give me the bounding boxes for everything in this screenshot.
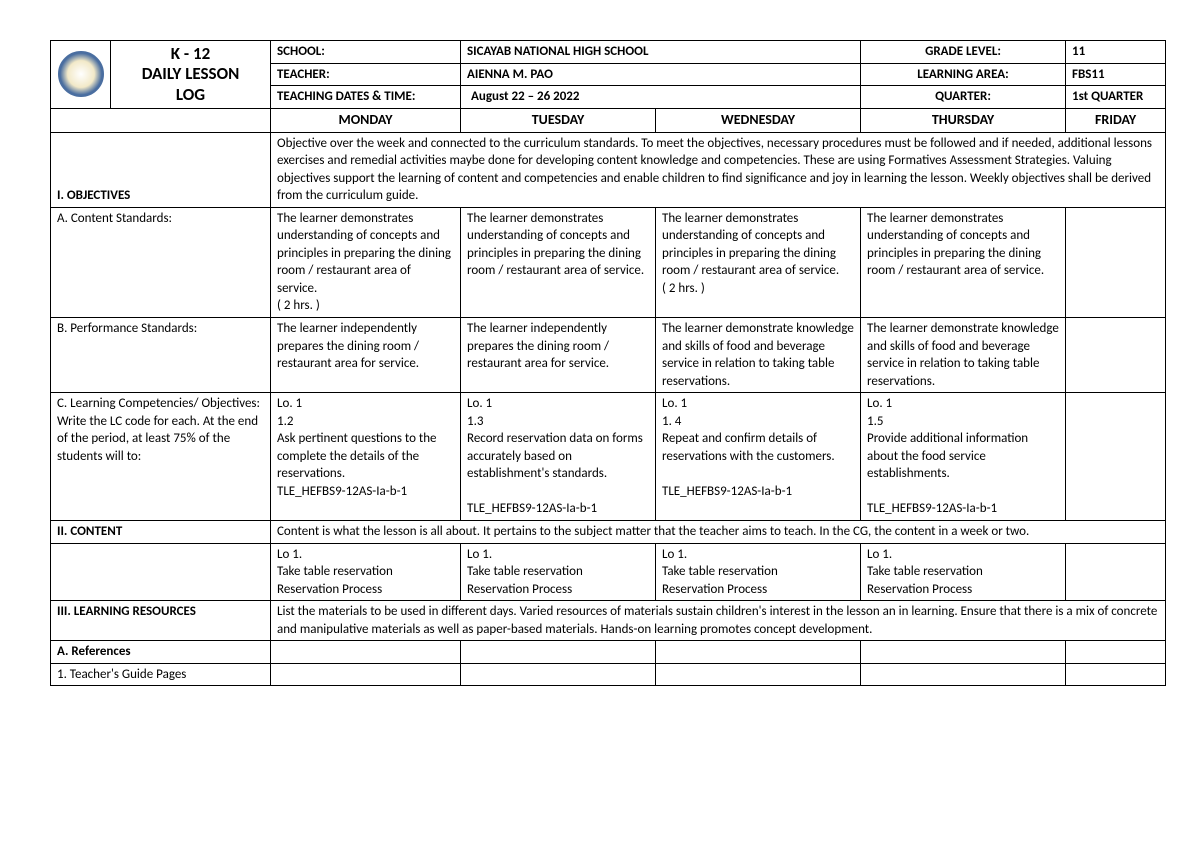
day-wednesday: WEDNESDAY — [656, 108, 861, 132]
tg-thu — [861, 663, 1066, 686]
school-label: SCHOOL: — [271, 41, 461, 64]
teacher-label: TEACHER: — [271, 63, 461, 86]
teacher-value: AIENNA M. PAO — [461, 63, 861, 86]
content-row-label — [51, 543, 271, 601]
lc-thu: Lo. 1 1.5 Provide additional information… — [861, 393, 1066, 521]
school-value: SICAYAB NATIONAL HIGH SCHOOL — [461, 41, 861, 64]
ref-tue — [461, 641, 656, 664]
content-tue: Lo 1. Take table reservation Reservation… — [461, 543, 656, 601]
content-standards-label: A. Content Standards: — [51, 207, 271, 317]
tg-mon — [271, 663, 461, 686]
tg-wed — [656, 663, 861, 686]
day-friday: FRIDAY — [1066, 108, 1166, 132]
lc-tue: Lo. 1 1.3 Record reservation data on for… — [461, 393, 656, 521]
day-thursday: THURSDAY — [861, 108, 1066, 132]
dates-label: TEACHING DATES & TIME: — [271, 86, 461, 109]
cs-fri — [1066, 207, 1166, 317]
grade-label: GRADE LEVEL: — [861, 41, 1066, 64]
blank-day-corner — [51, 108, 271, 132]
ps-thu: The learner demonstrate knowledge and sk… — [861, 318, 1066, 393]
ref-wed — [656, 641, 861, 664]
logo-cell — [51, 41, 111, 109]
ps-wed: The learner demonstrate knowledge and sk… — [656, 318, 861, 393]
content-mon: Lo 1. Take table reservation Reservation… — [271, 543, 461, 601]
objectives-label: I. OBJECTIVES — [51, 132, 271, 207]
tg-tue — [461, 663, 656, 686]
ps-tue: The learner independently prepares the d… — [461, 318, 656, 393]
resources-intro: List the materials to be used in differe… — [271, 601, 1166, 641]
cs-tue: The learner demonstrates understanding o… — [461, 207, 656, 317]
teachers-guide-label: 1. Teacher's Guide Pages — [51, 663, 271, 686]
content-wed: Lo 1. Take table reservation Reservation… — [656, 543, 861, 601]
objectives-intro: Objective over the week and connected to… — [271, 132, 1166, 207]
content-thu: Lo 1. Take table reservation Reservation… — [861, 543, 1066, 601]
lesson-log-table: K - 12 DAILY LESSON LOG SCHOOL: SICAYAB … — [50, 40, 1166, 686]
lc-wed: Lo. 1 1. 4 Repeat and confirm details of… — [656, 393, 861, 521]
performance-standards-label: B. Performance Standards: — [51, 318, 271, 393]
dates-value: August 22 – 26 2022 — [461, 86, 861, 109]
ref-mon — [271, 641, 461, 664]
doc-title: K - 12 DAILY LESSON LOG — [111, 41, 271, 109]
grade-value: 11 — [1066, 41, 1166, 64]
area-label: LEARNING AREA: — [861, 63, 1066, 86]
content-label: II. CONTENT — [51, 521, 271, 544]
learning-competencies-label: C. Learning Competencies/ Objectives: Wr… — [51, 393, 271, 521]
cs-mon: The learner demonstrates understanding o… — [271, 207, 461, 317]
quarter-label: QUARTER: — [861, 86, 1066, 109]
resources-label: III. LEARNING RESOURCES — [51, 601, 271, 641]
references-label: A. References — [51, 641, 271, 664]
content-intro: Content is what the lesson is all about.… — [271, 521, 1166, 544]
deped-logo — [58, 51, 104, 97]
ref-fri — [1066, 641, 1166, 664]
cs-wed: The learner demonstrates understanding o… — [656, 207, 861, 317]
quarter-value: 1st QUARTER — [1066, 86, 1166, 109]
area-value: FBS11 — [1066, 63, 1166, 86]
ps-fri — [1066, 318, 1166, 393]
ref-thu — [861, 641, 1066, 664]
day-tuesday: TUESDAY — [461, 108, 656, 132]
content-fri — [1066, 543, 1166, 601]
lc-mon: Lo. 1 1.2 Ask pertinent questions to the… — [271, 393, 461, 521]
ps-mon: The learner independently prepares the d… — [271, 318, 461, 393]
day-monday: MONDAY — [271, 108, 461, 132]
cs-thu: The learner demonstrates understanding o… — [861, 207, 1066, 317]
tg-fri — [1066, 663, 1166, 686]
lc-fri — [1066, 393, 1166, 521]
